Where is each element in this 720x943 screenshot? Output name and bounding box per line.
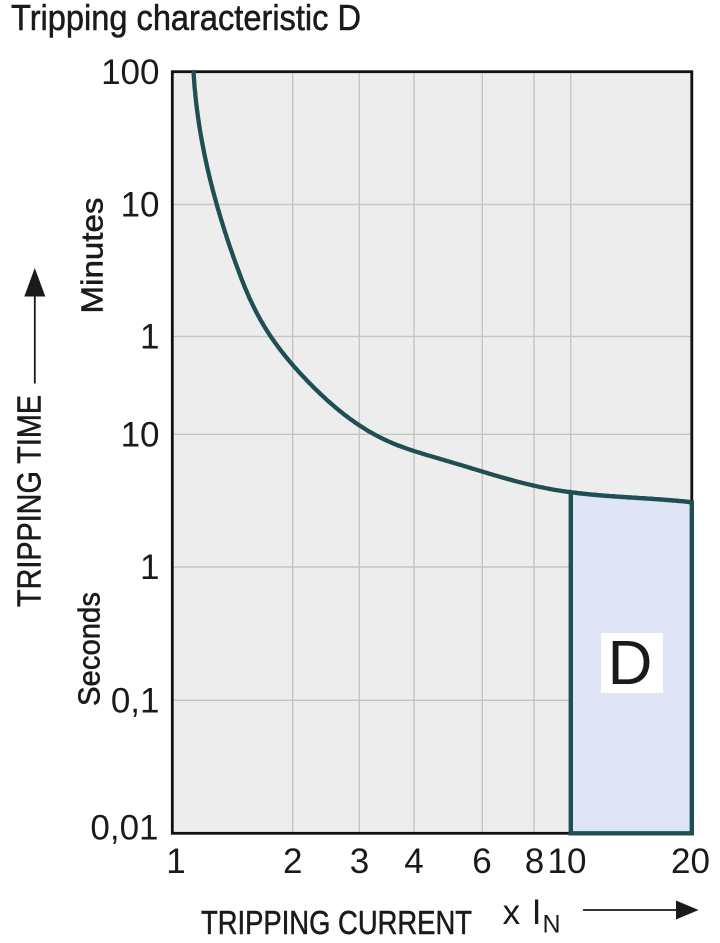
svg-text:Tripping characteristic D: Tripping characteristic D	[11, 0, 361, 38]
svg-text:8: 8	[525, 842, 544, 881]
svg-text:D: D	[608, 629, 653, 698]
svg-text:0,01: 0,01	[90, 809, 158, 848]
svg-text:1: 1	[140, 548, 159, 587]
svg-text:TRIPPING TIME: TRIPPING TIME	[11, 395, 48, 607]
svg-text:4: 4	[404, 842, 423, 881]
svg-text:x: x	[503, 893, 521, 932]
svg-text:0,1: 0,1	[111, 682, 160, 721]
svg-text:10: 10	[548, 842, 587, 881]
svg-text:I: I	[532, 893, 542, 932]
svg-text:1: 1	[140, 318, 159, 357]
svg-text:Seconds: Seconds	[72, 592, 107, 706]
svg-text:Minutes: Minutes	[75, 198, 110, 314]
svg-text:3: 3	[350, 842, 369, 881]
svg-text:TRIPPING CURRENT: TRIPPING CURRENT	[201, 905, 472, 942]
svg-text:10: 10	[121, 416, 160, 455]
svg-text:10: 10	[121, 186, 160, 225]
svg-text:N: N	[543, 910, 561, 938]
svg-text:6: 6	[472, 842, 491, 881]
svg-text:20: 20	[671, 842, 710, 881]
svg-text:100: 100	[101, 53, 159, 92]
svg-text:2: 2	[283, 842, 302, 881]
svg-text:1: 1	[166, 842, 185, 881]
